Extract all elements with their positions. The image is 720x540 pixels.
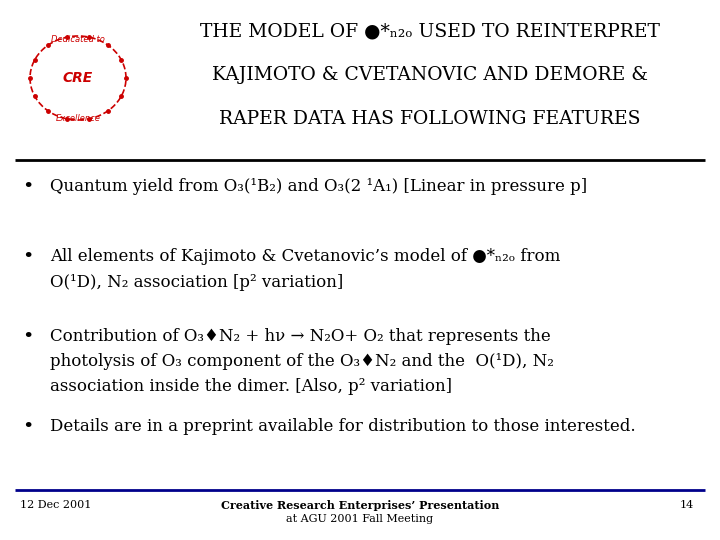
Text: •: •: [22, 328, 34, 346]
Text: •: •: [22, 178, 34, 196]
Text: O(¹D), N₂ association [p² variation]: O(¹D), N₂ association [p² variation]: [50, 274, 343, 291]
Text: at AGU 2001 Fall Meeting: at AGU 2001 Fall Meeting: [287, 514, 433, 524]
Text: KAJIMOTO & CVETANOVIC AND DEMORE &: KAJIMOTO & CVETANOVIC AND DEMORE &: [212, 66, 648, 84]
Text: 12 Dec 2001: 12 Dec 2001: [20, 500, 91, 510]
Text: Quantum yield from O₃(¹B₂) and O₃(2 ¹A₁) [Linear in pressure p]: Quantum yield from O₃(¹B₂) and O₃(2 ¹A₁)…: [50, 178, 587, 195]
Text: RAPER DATA HAS FOLLOWING FEATURES: RAPER DATA HAS FOLLOWING FEATURES: [220, 110, 641, 128]
Text: Contribution of O₃♦N₂ + hν → N₂O+ O₂ that represents the: Contribution of O₃♦N₂ + hν → N₂O+ O₂ tha…: [50, 328, 551, 345]
Text: •: •: [22, 418, 34, 436]
Text: All elements of Kajimoto & Cvetanovic’s model of ●*ₙ₂ₒ from: All elements of Kajimoto & Cvetanovic’s …: [50, 248, 560, 265]
Text: 14: 14: [680, 500, 694, 510]
Text: Details are in a preprint available for distribution to those interested.: Details are in a preprint available for …: [50, 418, 636, 435]
Text: THE MODEL OF ●*ₙ₂ₒ USED TO REINTERPRET: THE MODEL OF ●*ₙ₂ₒ USED TO REINTERPRET: [200, 22, 660, 40]
Text: Excellence: Excellence: [55, 114, 100, 123]
Text: •: •: [22, 248, 34, 266]
Text: photolysis of O₃ component of the O₃♦N₂ and the  O(¹D), N₂: photolysis of O₃ component of the O₃♦N₂ …: [50, 353, 554, 370]
Text: Creative Research Enterprises’ Presentation: Creative Research Enterprises’ Presentat…: [221, 500, 499, 511]
Text: CRE: CRE: [63, 71, 93, 85]
Text: association inside the dimer. [Also, p² variation]: association inside the dimer. [Also, p² …: [50, 378, 452, 395]
Text: Dedicated to: Dedicated to: [51, 35, 105, 44]
